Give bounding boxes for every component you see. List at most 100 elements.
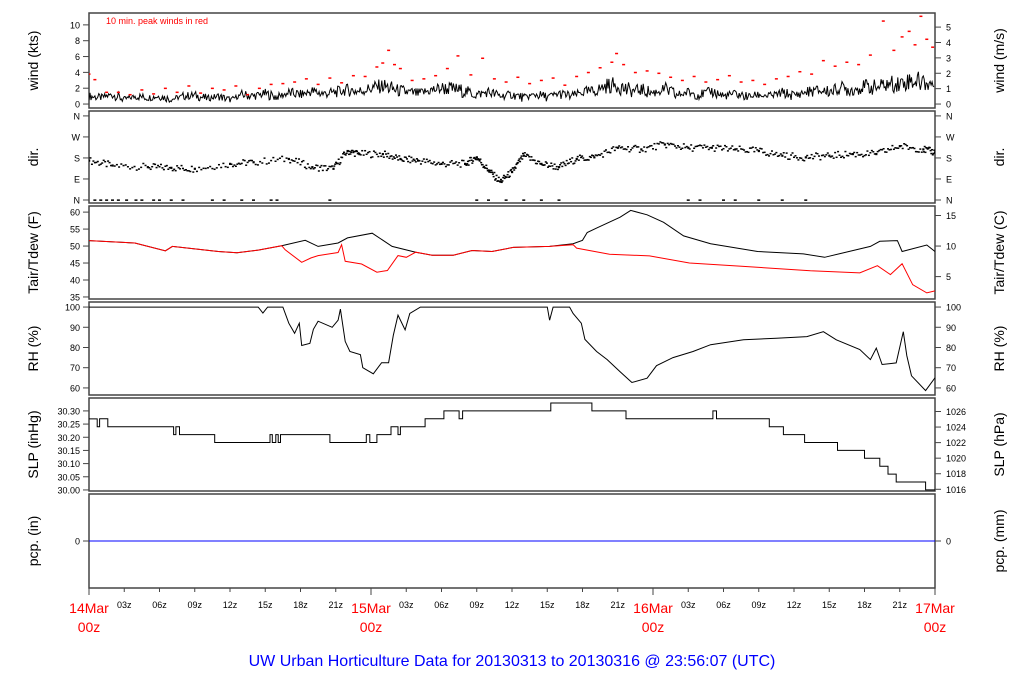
wind-direction-sample xyxy=(837,150,840,153)
wind-direction-sample xyxy=(508,175,511,178)
wind-direction-sample xyxy=(309,167,312,170)
wind-direction-sample xyxy=(327,167,330,170)
wind-direction-sample xyxy=(822,154,825,156)
wind-direction-sample xyxy=(889,148,892,151)
wind-direction-sample xyxy=(600,152,603,155)
wind-direction-sample xyxy=(324,165,327,167)
wind-direction-sample xyxy=(392,156,395,158)
wind-direction-sample xyxy=(803,159,806,162)
tdew-line xyxy=(89,240,935,294)
wind-direction-sample xyxy=(652,148,654,150)
x-minor-label: 12z xyxy=(223,600,238,610)
wind-direction-sample xyxy=(485,164,488,167)
wind-direction-sample xyxy=(731,145,734,147)
wind-direction-sample xyxy=(738,145,741,148)
wind-direction-sample xyxy=(407,160,410,163)
wind-direction-sample xyxy=(465,164,468,166)
wind-direction-sample xyxy=(375,153,378,156)
wind-direction-sample xyxy=(342,153,345,155)
wind-direction-sample xyxy=(447,164,450,166)
wind-direction-sample xyxy=(713,150,716,152)
wind-direction-sample xyxy=(427,160,430,163)
calm-mark xyxy=(93,199,97,201)
wind-direction-sample xyxy=(544,161,547,163)
wind-direction-sample xyxy=(222,162,225,165)
y-axis-label-right: dir. xyxy=(991,148,1007,167)
wind-direction-sample xyxy=(552,168,555,170)
wind-direction-sample xyxy=(862,155,865,158)
10-min-peak-wind-mark xyxy=(410,79,414,82)
y-tick-label: 2 xyxy=(75,84,80,94)
calm-mark xyxy=(780,199,784,201)
wind-direction-point xyxy=(89,159,91,162)
wind-direction-sample xyxy=(401,159,404,162)
10-min-peak-wind-mark xyxy=(857,63,861,66)
y-tick-label-right: 3 xyxy=(946,53,951,63)
wind-direction-sample xyxy=(155,166,158,169)
y-tick-label: N xyxy=(74,111,81,121)
wind-direction-point xyxy=(710,146,713,149)
x-time-label: 00z xyxy=(360,619,383,635)
wind-direction-sample xyxy=(254,163,257,166)
10-min-peak-wind-mark xyxy=(919,15,923,18)
wind-direction-sample xyxy=(810,153,813,156)
wind-direction-sample xyxy=(565,159,568,162)
wind-direction-sample xyxy=(863,154,866,157)
y-tick-label-right: 1022 xyxy=(946,438,966,448)
panel-frame xyxy=(88,397,936,492)
wind-direction-sample xyxy=(542,164,545,167)
wind-direction-sample xyxy=(693,147,696,150)
wind-direction-sample xyxy=(386,155,389,158)
wind-direction-sample xyxy=(320,164,323,167)
wind-direction-sample xyxy=(853,151,856,154)
wind-direction-sample xyxy=(860,153,863,156)
x-minor-label: 09z xyxy=(751,600,766,610)
wind-direction-sample xyxy=(588,155,591,158)
wind-direction-sample xyxy=(466,160,469,163)
wind-direction-sample xyxy=(184,168,187,171)
y-tick-label: 30.25 xyxy=(57,420,80,430)
10-min-peak-wind-mark xyxy=(786,75,790,78)
wind-direction-sample xyxy=(538,160,541,163)
wind-direction-sample xyxy=(428,159,431,162)
wind-direction-sample xyxy=(603,150,606,152)
wind-direction-sample xyxy=(356,150,359,153)
wind-direction-sample xyxy=(105,165,108,168)
series-group xyxy=(89,209,935,294)
wind-direction-sample xyxy=(882,147,885,150)
wind-direction-sample xyxy=(685,145,688,148)
wind-direction-sample xyxy=(217,163,220,166)
10-min-peak-wind-mark xyxy=(393,63,396,66)
wind-direction-sample xyxy=(546,166,549,168)
10-min-peak-wind-mark xyxy=(445,67,449,70)
wind-direction-sample xyxy=(319,166,322,168)
y-axis-label-right: wind (m/s) xyxy=(991,28,1007,94)
wind-direction-sample xyxy=(129,168,132,170)
wind-direction-sample xyxy=(494,178,497,180)
wind-direction-sample xyxy=(168,166,171,169)
10-min-peak-wind-mark xyxy=(199,92,203,94)
wind-direction-sample xyxy=(919,148,922,150)
wind-direction-sample xyxy=(526,153,529,156)
10-min-peak-wind-mark xyxy=(833,65,837,67)
wind-direction-sample xyxy=(187,170,190,172)
wind-direction-sample xyxy=(763,151,766,154)
wind-direction-sample xyxy=(405,158,408,160)
wind-direction-sample xyxy=(524,155,527,158)
10-min-peak-wind-mark xyxy=(692,75,696,78)
wind-direction-sample xyxy=(504,175,507,178)
wind-direction-sample xyxy=(107,160,110,162)
wind-direction-sample xyxy=(446,164,449,166)
wind-direction-sample xyxy=(488,171,491,173)
10-min-peak-wind-mark xyxy=(868,54,872,56)
10-min-peak-wind-mark xyxy=(234,85,238,87)
10-min-peak-wind-mark xyxy=(586,71,590,74)
wind-direction-sample xyxy=(775,151,778,154)
y-tick-label: N xyxy=(74,195,81,205)
wind-direction-point xyxy=(332,167,335,170)
y-tick-label-right: 70 xyxy=(946,363,956,373)
wind-direction-sample xyxy=(904,143,907,146)
wind-direction-sample xyxy=(274,160,277,163)
y-tick-label: 30.00 xyxy=(57,485,80,495)
wind-direction-sample xyxy=(643,146,646,148)
